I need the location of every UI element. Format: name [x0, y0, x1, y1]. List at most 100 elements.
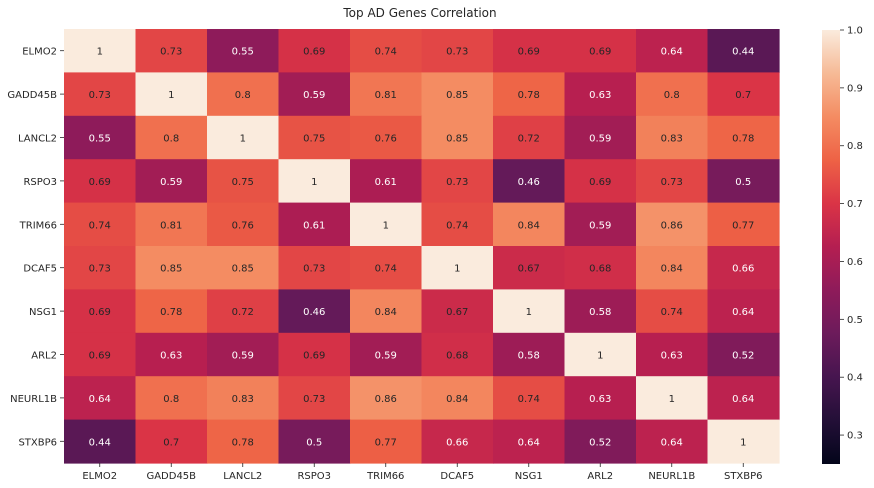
column-tick-label: DCAF5 — [440, 471, 474, 482]
heatmap-cell — [421, 419, 494, 464]
heatmap-cell — [135, 202, 208, 247]
cell-value-label: 0.5 — [306, 437, 322, 448]
heatmap-cell — [707, 419, 780, 464]
heatmap-cell — [564, 419, 637, 464]
colorbar-tick-label: 0.5 — [847, 315, 863, 326]
column-tick-label: GADD45B — [146, 471, 196, 482]
cell-value-label: 0.77 — [732, 220, 754, 231]
column-tick-label: STXBP6 — [724, 471, 763, 482]
heatmap-cell — [636, 419, 709, 464]
cell-value-label: 0.86 — [661, 220, 683, 231]
cell-value-label: 0.78 — [232, 437, 254, 448]
heatmap-cell — [564, 376, 637, 421]
cell-value-label: 0.59 — [589, 134, 611, 145]
cell-value-label: 1 — [597, 351, 603, 362]
row-tick-label: ELMO2 — [22, 47, 57, 58]
cell-value-label: 0.7 — [735, 90, 751, 101]
heatmap-cell — [64, 246, 137, 290]
cell-value-label: 1 — [168, 90, 174, 101]
cell-value-label: 0.44 — [89, 437, 111, 448]
heatmap-cell — [564, 289, 637, 334]
heatmap-cell — [278, 419, 351, 464]
cell-value-label: 0.7 — [163, 437, 179, 448]
cell-value-label: 0.58 — [589, 307, 611, 318]
cell-value-label: 0.85 — [446, 134, 468, 145]
heatmap-cell — [636, 29, 709, 73]
cell-value-label: 0.69 — [589, 47, 611, 58]
cell-value-label: 0.73 — [89, 90, 111, 101]
cell-value-label: 1 — [97, 47, 103, 58]
heatmap-cell — [278, 29, 351, 73]
cell-value-label: 0.59 — [232, 351, 254, 362]
cell-value-label: 0.84 — [446, 394, 468, 405]
row-tick-label: NEURL1B — [10, 394, 57, 405]
heatmap-cell — [135, 115, 208, 160]
heatmap-cell — [493, 289, 566, 334]
cell-value-label: 0.72 — [232, 307, 254, 318]
column-tick-label: ARL2 — [587, 471, 613, 482]
cell-value-label: 1 — [526, 307, 532, 318]
heatmap-cell — [135, 419, 208, 464]
heatmap-cell — [493, 376, 566, 421]
row-tick-label: STXBP6 — [18, 437, 57, 448]
cell-value-label: 0.72 — [518, 134, 540, 145]
cell-value-label: 0.61 — [303, 220, 325, 231]
cell-value-label: 0.69 — [89, 351, 111, 362]
heatmap-cell — [350, 332, 423, 377]
cell-value-label: 1 — [454, 264, 460, 275]
heatmap-cell — [64, 289, 137, 334]
colorbar-tick-label: 0.6 — [847, 257, 863, 268]
heatmap-cell — [207, 332, 280, 377]
heatmap-cell — [135, 246, 208, 290]
heatmap-cell — [564, 246, 637, 290]
heatmap-cell — [421, 246, 494, 290]
cell-value-label: 0.44 — [732, 47, 754, 58]
colorbar — [822, 30, 840, 464]
cell-value-label: 0.78 — [518, 90, 540, 101]
cell-value-label: 0.73 — [303, 264, 325, 275]
heatmap-cell — [493, 246, 566, 290]
cell-value-label: 0.68 — [446, 351, 468, 362]
heatmap-cell — [278, 72, 351, 117]
cell-value-label: 0.84 — [518, 220, 540, 231]
cell-value-label: 0.68 — [589, 264, 611, 275]
cell-value-label: 0.74 — [89, 220, 111, 231]
cell-value-label: 0.66 — [732, 264, 754, 275]
heatmap-cell — [350, 246, 423, 290]
cell-value-label: 0.84 — [375, 307, 397, 318]
cell-value-label: 1 — [669, 394, 675, 405]
heatmap-cell — [707, 202, 780, 247]
heatmap-cell — [278, 332, 351, 377]
cell-value-label: 0.8 — [163, 134, 179, 145]
heatmap-cell — [207, 246, 280, 290]
heatmap-cell — [636, 376, 709, 421]
cell-value-label: 0.55 — [232, 47, 254, 58]
heatmap-cell — [278, 115, 351, 160]
cell-value-label: 0.64 — [661, 47, 683, 58]
heatmap-cell — [707, 72, 780, 117]
cell-value-label: 0.59 — [375, 351, 397, 362]
heatmap-cell — [350, 202, 423, 247]
heatmap-cell — [207, 419, 280, 464]
heatmap-cell — [493, 202, 566, 247]
cell-value-label: 0.78 — [732, 134, 754, 145]
cell-value-label: 0.69 — [518, 47, 540, 58]
cell-value-label: 0.64 — [89, 394, 111, 405]
cell-value-label: 0.76 — [232, 220, 254, 231]
cell-value-label: 0.84 — [661, 264, 683, 275]
heatmap-cell — [350, 29, 423, 73]
cell-value-label: 0.64 — [732, 307, 754, 318]
heatmap-cell — [207, 29, 280, 73]
cell-value-label: 0.64 — [518, 437, 540, 448]
cell-value-label: 0.76 — [375, 134, 397, 145]
heatmap-cell — [493, 29, 566, 73]
heatmap-cell — [278, 159, 351, 204]
cell-value-label: 0.74 — [446, 220, 468, 231]
heatmap-cell — [421, 159, 494, 204]
cell-value-label: 0.64 — [661, 437, 683, 448]
cell-value-label: 1 — [240, 134, 246, 145]
chart-title: Top AD Genes Correlation — [342, 6, 496, 20]
cell-value-label: 0.46 — [518, 177, 540, 188]
column-tick-label: NSG1 — [515, 471, 543, 482]
heatmap-cell — [493, 419, 566, 464]
